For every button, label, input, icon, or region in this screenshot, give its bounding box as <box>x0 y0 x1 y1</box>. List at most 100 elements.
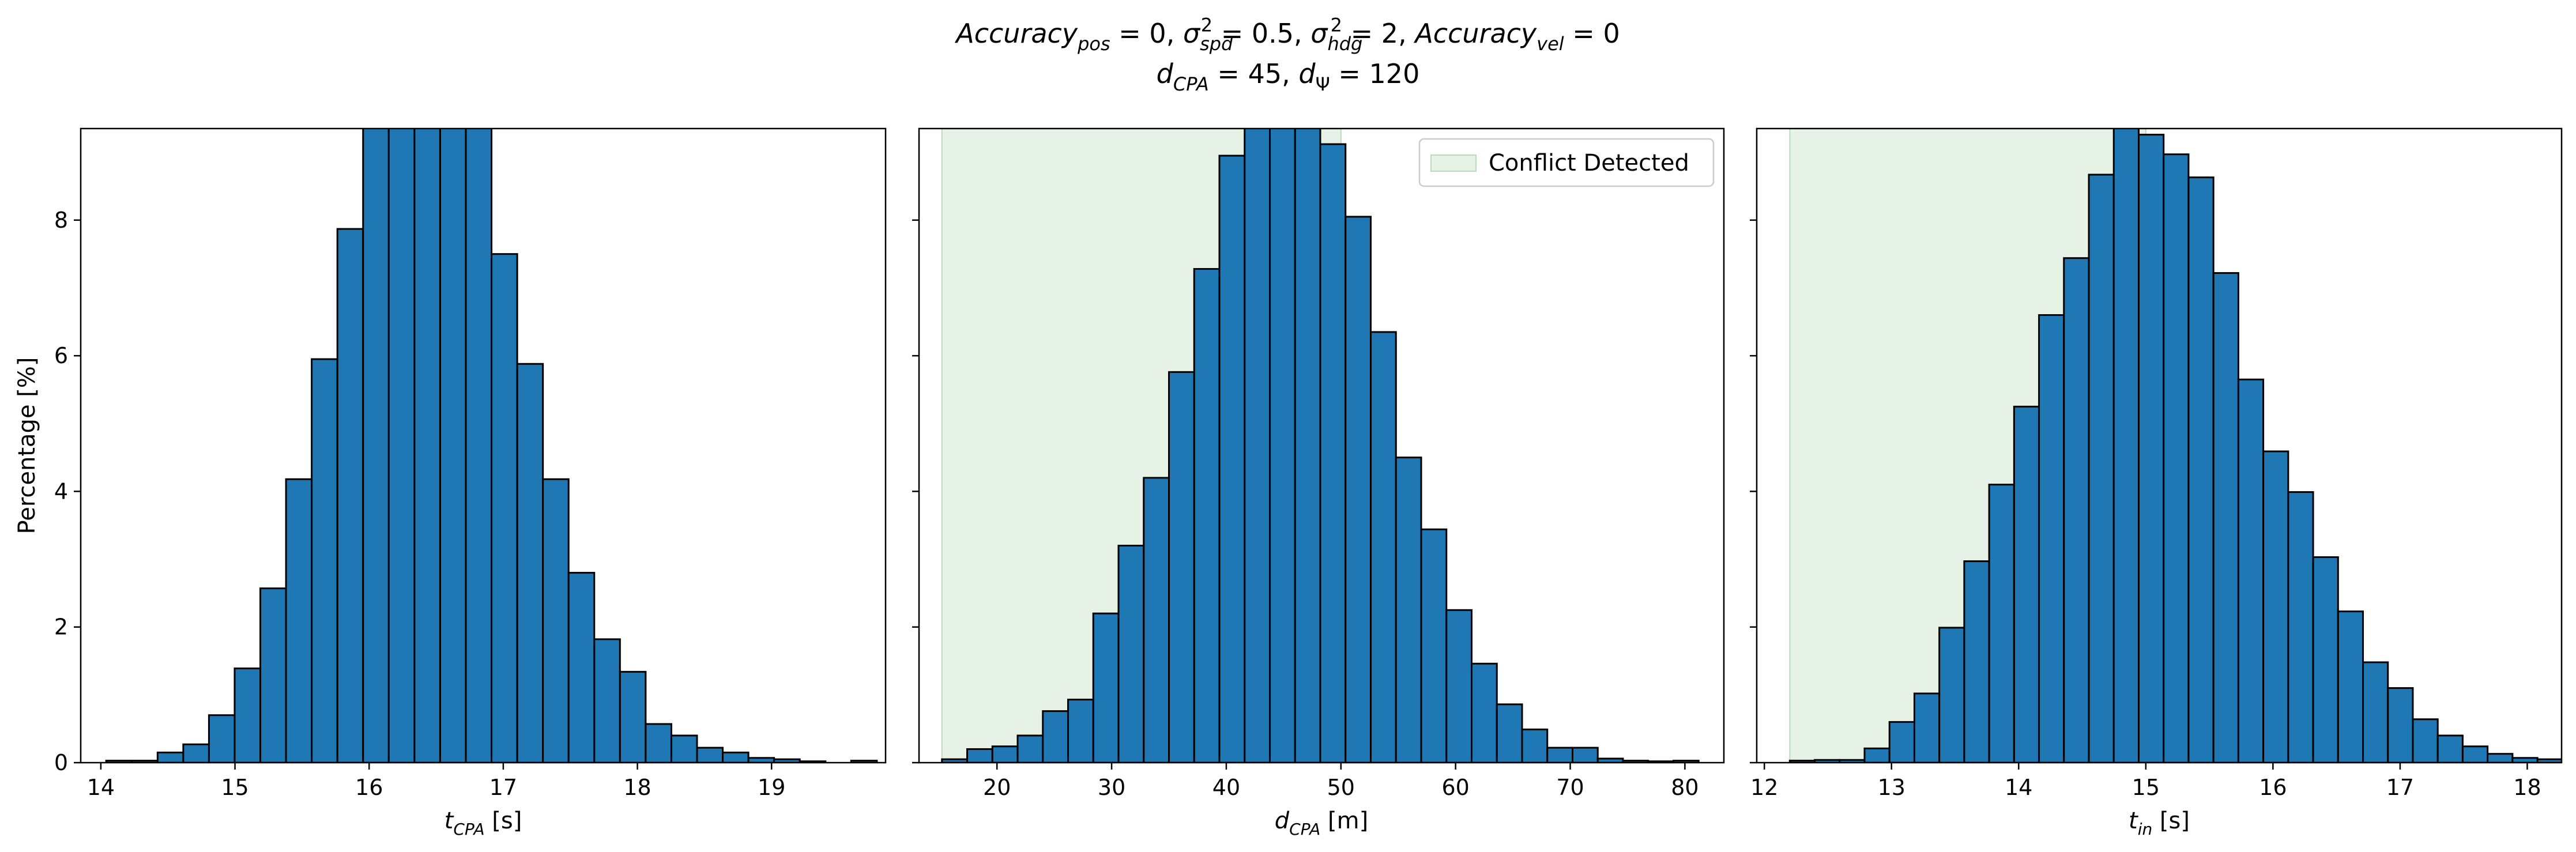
histogram-bar <box>645 723 672 763</box>
y-axis-label: Percentage [%] <box>14 357 40 534</box>
histogram-bar <box>1395 457 1422 763</box>
x-tick-label: 19 <box>758 775 785 800</box>
x-tick-label: 20 <box>983 775 1011 800</box>
histogram-bar <box>2237 378 2265 763</box>
axes-frame <box>918 127 1725 764</box>
histogram-bar <box>1244 129 1271 763</box>
histogram-bar <box>1521 728 1549 763</box>
y-tick-label: 0 <box>54 750 68 775</box>
histogram-t-cpa: 14 15 16 17 18 19 0 2 4 6 8 tCPA [s] Percentage [%] <box>14 127 887 839</box>
histogram-bar <box>2088 174 2115 763</box>
histogram-bar <box>670 734 698 763</box>
histogram-bar <box>2287 491 2314 763</box>
histogram-bar <box>1143 477 1170 763</box>
histogram-bar <box>439 129 467 763</box>
histogram-bar <box>1445 609 1473 763</box>
histogram-d-cpa: 20 30 40 50 60 70 80 dCPA [m] Conflict Detected <box>912 127 1725 839</box>
figure-title-line-2: dCPA = 45, dΨ = 120 <box>1157 58 1420 95</box>
histogram-bar <box>2137 134 2165 763</box>
x-tick-label: 50 <box>1327 775 1355 800</box>
axes-frame <box>80 127 887 764</box>
x-axis-label: dCPA [m] <box>1275 808 1368 839</box>
histogram-bar <box>1193 268 1221 763</box>
histogram-bar <box>1218 154 1246 763</box>
histogram-bar <box>1913 692 1941 763</box>
x-tick-label: 70 <box>1556 775 1584 800</box>
plot-area <box>1788 129 2562 763</box>
histogram-bar <box>1345 216 1372 763</box>
histogram-bar <box>2163 153 2190 763</box>
x-tick-label: 80 <box>1671 775 1698 800</box>
x-tick-label: 15 <box>2132 775 2160 800</box>
histogram-bar <box>2013 405 2040 763</box>
histogram-bar <box>2312 556 2339 763</box>
x-tick-label: 17 <box>489 775 517 800</box>
histogram-bar <box>2487 753 2514 763</box>
histogram-bar <box>991 745 1019 763</box>
histogram-bar <box>234 667 262 763</box>
x-tick-label: 60 <box>1441 775 1469 800</box>
histogram-bar <box>966 748 993 763</box>
x-tick-label: 14 <box>87 775 115 800</box>
histogram-bar <box>2412 718 2439 763</box>
histogram-bar <box>2436 734 2464 763</box>
x-tick-label: 18 <box>2513 775 2541 800</box>
histogram-bar <box>2362 661 2389 763</box>
histogram-bar <box>1016 734 1044 763</box>
histogram-bar <box>1888 721 1915 763</box>
legend-label: Conflict Detected <box>1489 150 1689 176</box>
y-tick-label: 4 <box>54 478 68 504</box>
histogram-bar <box>208 714 236 763</box>
x-tick-label: 16 <box>2259 775 2287 800</box>
legend-box <box>1418 138 1715 187</box>
histogram-bar <box>465 129 493 763</box>
histogram-bar <box>1471 662 1498 763</box>
histogram-bar <box>696 747 724 763</box>
histogram-bar <box>2038 314 2065 763</box>
histogram-bar <box>2187 176 2215 763</box>
histogram-bar <box>1092 612 1120 763</box>
histogram-bar <box>1546 747 1574 763</box>
x-tick-label: 30 <box>1098 775 1125 800</box>
x-tick-label: 14 <box>2005 775 2032 800</box>
histogram-bar <box>1319 143 1347 763</box>
histogram-bar <box>1269 129 1296 763</box>
x-tick-label: 12 <box>1750 775 1778 800</box>
histogram-bar <box>311 358 338 763</box>
histogram-bar <box>1963 560 1990 763</box>
histogram-bar <box>2212 272 2239 763</box>
histogram-bar <box>2536 758 2562 763</box>
histogram-bar <box>182 743 210 763</box>
histogram-bar <box>413 129 441 763</box>
histogram-bar <box>1496 703 1523 763</box>
plot-area <box>105 129 878 763</box>
y-tick-label: 2 <box>54 615 68 640</box>
histogram-t-in: 12 13 14 15 16 17 18 tin [s] <box>1750 127 2563 839</box>
y-tick-label: 6 <box>54 343 68 368</box>
histogram-bar <box>1117 545 1145 763</box>
x-tick-label: 40 <box>1212 775 1240 800</box>
histogram-bar <box>1168 371 1195 763</box>
x-tick-label: 18 <box>623 775 651 800</box>
histogram-bar <box>285 478 313 763</box>
histogram-bar <box>2561 759 2562 763</box>
histogram-bar <box>2063 257 2090 763</box>
x-axis-label: tin [s] <box>2129 808 2190 839</box>
histogram-bar <box>1042 710 1069 763</box>
x-tick-label: 13 <box>1878 775 1905 800</box>
histogram-bar <box>542 478 570 763</box>
legend-swatch <box>1430 154 1477 172</box>
legend: Conflict Detected <box>1418 138 1715 187</box>
histogram-bar <box>387 129 416 763</box>
histogram-bar <box>1420 528 1448 763</box>
histogram-bar <box>1863 747 1890 763</box>
histogram-bar <box>722 751 750 763</box>
x-tick-label: 15 <box>221 775 248 800</box>
axes-frame <box>1756 127 2563 764</box>
figure-title-line-1: Accuracypos = 0, σspd2 = 0.5, σhdg2 = 2,… <box>954 14 1620 55</box>
histogram-bar <box>516 363 544 763</box>
histogram-bar <box>2461 745 2489 763</box>
histogram-bar <box>619 670 647 763</box>
histogram-bar <box>259 587 287 763</box>
